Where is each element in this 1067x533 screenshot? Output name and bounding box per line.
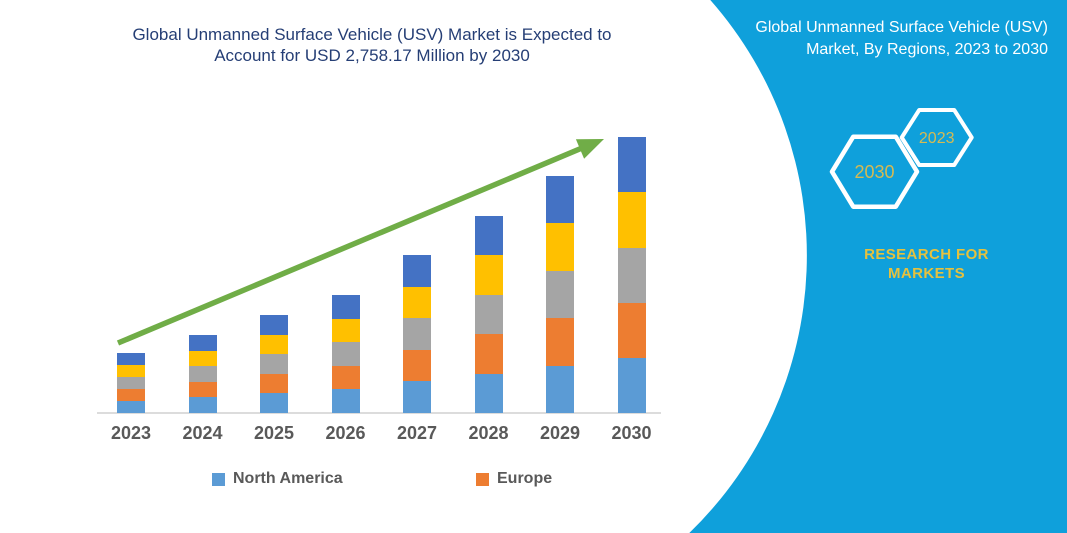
bar-segment [188, 350, 217, 367]
bar-segment [546, 176, 574, 224]
x-axis-line [97, 412, 661, 414]
chart-title-line1: Global Unmanned Surface Vehicle (USV) Ma… [132, 25, 612, 44]
bar-2028 [474, 216, 503, 413]
x-axis-label: 2023 [110, 423, 152, 443]
bar-segment [474, 216, 503, 256]
side-panel-title-line1: Global Unmanned Surface Vehicle (USV) [755, 19, 1048, 36]
hexagons-graphic: 2030 2023 [829, 108, 974, 209]
bar-segment [331, 342, 360, 366]
bar-2027 [403, 255, 431, 413]
legend-label: North America [233, 470, 343, 487]
bar-2023 [117, 353, 145, 413]
bar-segment [117, 389, 145, 401]
x-axis-label: 2026 [325, 423, 366, 443]
plot-area: 2023 2024 2025 2026 2027 2028 2029 2030 North A… [97, 137, 661, 488]
side-panel-title-line2: Market, By Regions, 2023 to 2030 [806, 41, 1048, 58]
brand-line2: MARKETS [888, 265, 965, 282]
hexagon-2030-label: 2030 [854, 162, 894, 182]
legend-swatch [476, 472, 489, 486]
bar-segment [474, 373, 503, 413]
chart-title: Global Unmanned Surface Vehicle (USV) Ma… [57, 24, 687, 66]
hexagon-2023 [899, 108, 974, 167]
bar-segment [546, 223, 574, 271]
bar-segment [403, 255, 431, 287]
bar-segment [617, 357, 646, 413]
bar-segment [403, 318, 431, 350]
bar-segment [260, 315, 288, 335]
bar-2024 [188, 335, 217, 413]
bar-segment [331, 389, 360, 413]
bar-segment [260, 354, 288, 374]
x-axis-label: 2027 [396, 423, 438, 443]
bar-segment [260, 373, 288, 394]
bar-segment [403, 286, 431, 319]
legend-label: Europe [497, 470, 553, 487]
bar-segment [117, 365, 145, 377]
bar-segment [117, 377, 145, 389]
bar-segment [474, 255, 503, 295]
bar-segment [188, 397, 217, 413]
bar-segment [331, 318, 360, 343]
bar-segment [117, 353, 145, 365]
bar-segment [117, 401, 145, 413]
bar-segment [474, 334, 503, 374]
legend-swatch [212, 472, 225, 486]
bar-segment [260, 393, 288, 413]
bar-segment [188, 381, 217, 398]
x-axis-label: 2028 [468, 423, 509, 443]
hexagon-2023-label: 2023 [919, 130, 955, 147]
bar-segment [546, 318, 574, 366]
bar-segment [617, 137, 646, 193]
legend-item-europe: Europe [476, 470, 552, 488]
side-panel-title: Global Unmanned Surface Vehicle (USV) Ma… [711, 17, 1048, 61]
bar-2025 [260, 315, 288, 413]
hexagon-2030 [829, 134, 920, 209]
bar-segment [331, 295, 360, 319]
legend-item-north-america: North America [212, 470, 343, 488]
x-axis-label: 2030 [611, 423, 652, 443]
bar-segment [331, 365, 360, 390]
bar-segment [617, 247, 646, 303]
brand-text: RESEARCH FOR MARKETS [813, 245, 1040, 283]
bar-segment [546, 365, 574, 413]
bar-segment [188, 335, 217, 351]
bar-segment [403, 349, 431, 382]
bar-2026 [331, 295, 360, 413]
x-axis-label: 2024 [182, 423, 223, 443]
bar-segment [260, 334, 288, 355]
bar-2029 [546, 176, 574, 413]
bar-segment [617, 302, 646, 358]
x-axis-label: 2025 [253, 423, 295, 443]
x-axis-label: 2029 [539, 423, 581, 443]
brand-line1: RESEARCH FOR [864, 246, 989, 263]
bar-segment [403, 381, 431, 413]
bar-segment [546, 270, 574, 319]
bar-segment [617, 192, 646, 248]
bar-segment [188, 366, 217, 382]
bar-segment [474, 294, 503, 335]
bar-2030 [617, 137, 646, 413]
chart-title-line2: Account for USD 2,758.17 Million by 2030 [214, 46, 530, 65]
